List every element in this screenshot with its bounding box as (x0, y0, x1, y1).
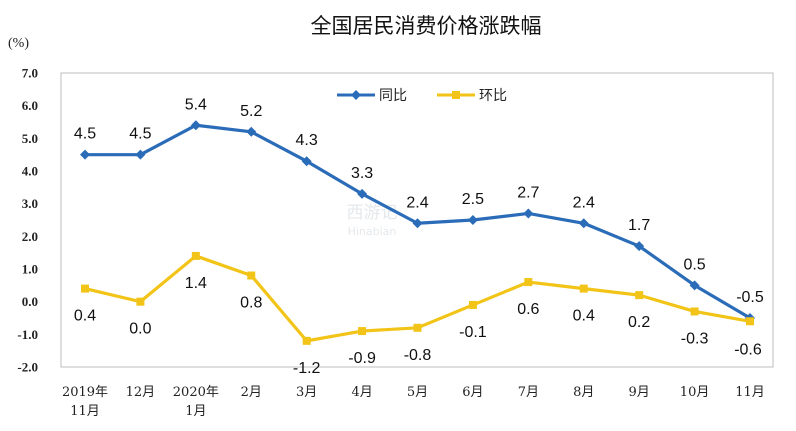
data-label: 0.6 (517, 301, 539, 318)
data-label: 1.4 (185, 275, 207, 292)
x-tick-label: 2020年 (173, 385, 219, 400)
x-tick-label: 8月 (573, 385, 594, 400)
data-label: 2.4 (406, 194, 428, 211)
data-label: 0.0 (129, 321, 151, 338)
x-tick-label: 5月 (407, 385, 428, 400)
y-tick-label: 4.0 (22, 164, 38, 179)
data-label: 3.3 (351, 165, 373, 182)
data-point (135, 149, 146, 160)
y-unit-label: (%) (8, 36, 29, 51)
data-point (246, 126, 257, 137)
data-label: -0.1 (459, 324, 487, 341)
y-tick-label: 5.0 (22, 131, 38, 146)
legend-marker (452, 91, 460, 99)
data-point (578, 218, 589, 229)
y-tick-label: 0.0 (22, 294, 38, 309)
series-layer: 4.5 4.5 5.4 5.2 4.3 3.3 2.4 2.5 2.7 2.4 1.7 0.5 -0.5… (74, 96, 764, 377)
data-point (190, 120, 201, 131)
data-label: 0.4 (573, 308, 595, 325)
data-point (579, 284, 588, 293)
data-label: -0.8 (404, 347, 432, 364)
data-point (412, 218, 423, 229)
y-tick-label: 2.0 (22, 229, 38, 244)
data-point (634, 241, 645, 252)
legend-item: 环比 (437, 88, 507, 104)
legend-label: 环比 (479, 88, 507, 104)
data-label: 0.2 (628, 314, 650, 331)
data-label: 5.2 (240, 103, 262, 120)
x-tick-label: 9月 (629, 385, 650, 400)
data-label: 2.5 (462, 191, 484, 208)
y-tick-label: -2.0 (17, 360, 38, 375)
data-point (301, 156, 312, 167)
data-label: 4.3 (296, 132, 318, 149)
x-tick-label: 10月 (680, 385, 710, 400)
data-label: -0.6 (734, 341, 762, 358)
data-point (413, 323, 422, 332)
data-point (690, 307, 699, 316)
data-point (467, 215, 478, 225)
chart-title: 全国居民消费价格涨跌幅 (311, 14, 542, 38)
data-point (358, 327, 367, 336)
x-tick-label: 7月 (518, 385, 539, 400)
data-point (523, 208, 534, 219)
data-point (635, 291, 644, 300)
data-point (81, 284, 89, 293)
x-tick-label: 11月 (735, 385, 765, 400)
data-label: -0.5 (736, 289, 764, 306)
legend-item: 同比 (337, 88, 407, 104)
data-label: 0.5 (683, 256, 705, 273)
watermark-en: Hinabian (348, 225, 397, 238)
data-label: -0.9 (348, 350, 376, 367)
data-label: -1.2 (293, 360, 321, 377)
data-label: 1.7 (628, 217, 650, 234)
data-label: -0.3 (681, 330, 709, 347)
data-point (357, 188, 368, 199)
x-tick-label: 2019年 (62, 385, 108, 400)
x-tick-label: 1月 (185, 404, 206, 419)
data-point (136, 297, 145, 306)
y-tick-label: 1.0 (22, 262, 38, 277)
data-label: 0.8 (240, 295, 262, 312)
series-mom: 0.4 0.0 1.4 0.8 -1.2 -0.9 -0.8 -0.1 0.6 0.4 0.2 -0.… (74, 251, 762, 377)
y-axis: 7.0 6.0 5.0 4.0 3.0 2.0 1.0 0.0 -1.0 -2.0 (17, 66, 38, 375)
legend-marker (351, 90, 361, 100)
x-tick-label: 6月 (462, 385, 483, 400)
x-tick-label: 2月 (241, 385, 262, 400)
data-point (468, 300, 477, 309)
data-point (191, 251, 200, 260)
data-label: 2.7 (517, 184, 539, 201)
watermark: 西游记 Hinabian (347, 203, 398, 238)
data-label: 5.4 (185, 96, 207, 113)
data-label: 0.4 (74, 308, 96, 325)
x-axis: 2019年 11月 12月 2020年 1月 2月 3月 4月 5月 6月 7月 8月 9月 10月 11月 (62, 385, 765, 419)
watermark-cn: 西游记 (347, 203, 398, 223)
x-tick-label: 4月 (351, 385, 372, 400)
data-point (247, 271, 256, 280)
y-tick-label: 3.0 (22, 196, 38, 211)
legend-label: 同比 (379, 88, 407, 104)
plot-frame (60, 72, 774, 368)
y-tick-label: -1.0 (17, 327, 38, 342)
series-yoy: 4.5 4.5 5.4 5.2 4.3 3.3 2.4 2.5 2.7 2.4 1.7 0.5 -0.5 (74, 96, 764, 323)
data-label: 2.4 (573, 194, 595, 211)
data-label: 4.5 (74, 126, 96, 143)
data-point (80, 149, 90, 160)
data-point (302, 336, 311, 345)
y-tick-label: 7.0 (22, 66, 38, 81)
data-label: 4.5 (129, 126, 151, 143)
x-tick-label: 11月 (70, 404, 100, 419)
data-point (689, 280, 700, 291)
x-tick-label: 12月 (126, 385, 156, 400)
x-tick-label: 3月 (296, 385, 317, 400)
legend: 同比 环比 (337, 88, 507, 104)
y-tick-label: 6.0 (22, 98, 38, 113)
data-point (746, 317, 754, 326)
data-point (524, 278, 533, 287)
